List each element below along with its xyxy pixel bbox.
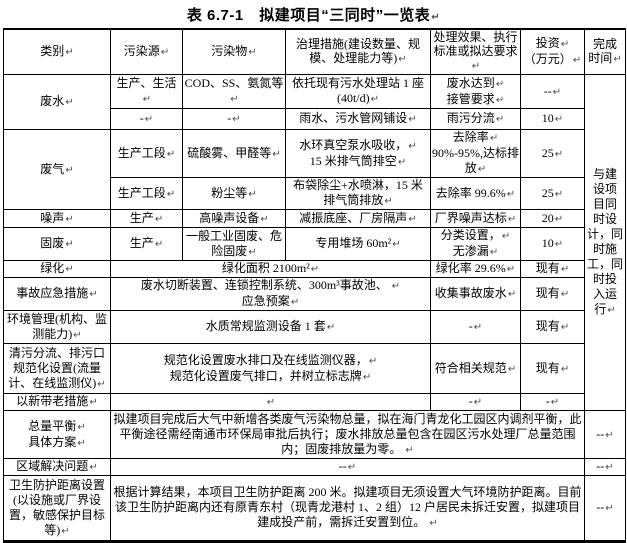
row-solidwaste: 固废↵ 生产↵ 一般工业固废、危险固废↵ 专用堆场 60m²↵ 分类设置，↵ 无渗… [3,227,626,261]
cell-regional-completion: --↵ [584,458,626,476]
cell-newwithold-measure: ↵ [110,393,431,411]
cell-wastewater2-investment: 10↵ [520,108,585,130]
cell-totalbalance-content: 拟建项目完成后大气中新增各类废气污染物总量，拟在海门青龙化工园区内调剂平衡，此平… [110,410,585,459]
document-page: 表 6.7-1 拟建项目“三同时”一览表↵ 类别↵ 污染源↵ 污染物↵ 治理措施… [3,7,626,543]
cell-wastewater2-effect: 雨污分流↵ [430,108,521,130]
cell-outlet-label: 清污分流、排污口规范化设置(流量计、在线监测仪)↵ [3,343,111,394]
cell-envmgmt-effect: -↵ [430,310,521,344]
cell-greening-measure: 绿化面积 2100m²↵ [110,260,431,278]
cell-greening-investment: 现有↵ [520,260,585,278]
cell-greening-label: 绿化↵ [3,260,111,278]
cell-outlet-measure: 规范化设置废水排口及在线监测仪器，↵ 规范化设置废气排口，并树立标志牌↵ [110,343,431,394]
cell-wastewater1-pollutant: COD、SS、氨氮等↵ [182,74,286,109]
row-outlet-standard: 清污分流、排污口规范化设置(流量计、在线监测仪)↵ 规范化设置废水排口及在线监测… [3,343,626,394]
cell-wastegas1-investment: 25↵ [520,129,585,178]
cell-newwithold-effect: -↵ [430,393,521,411]
cell-wastegas2-pollutant: 粉尘等↵ [182,177,286,210]
cell-noise-measure: 减振底座、厂房隔声↵ [285,209,431,228]
th-pollutants: 污染物↵ [182,28,286,75]
row-env-management: 环境管理(机构、监测能力)↵ 水质常规监测设备 1 套↵ -↵ 现有↵ [3,310,626,344]
table-title: 表 6.7-1 拟建项目“三同时”一览表↵ [186,7,441,24]
row-noise: 噪声↵ 生产↵ 高噪声设备↵ 减振底座、厂房隔声↵ 厂界噪声达标↵ 20↵ [3,209,626,228]
cell-envmgmt-measure: 水质常规监测设备 1 套↵ [110,310,431,344]
cell-noise-source: 生产↵ [110,209,183,228]
cell-solidwaste-label: 固废↵ [3,227,111,261]
row-wastegas-2: 生产工段↵ 粉尘等↵ 布袋除尘+水喷淋，15 米排气筒排放↵ 去除率 99.6%… [4,177,626,210]
cell-wastewater1-investment: --↵ [520,74,585,109]
cell-newwithold-investment: -↵ [520,393,585,411]
th-category: 类别↵ [3,28,111,75]
cell-emergency-measure: 废水切断装置、连锁控制系统、300m³事故池、 ↵ 应急预案↵ [110,277,431,311]
cell-wastewater1-effect: 废水达到↵ 接管要求↵ [430,74,521,109]
row-wastewater-2: -↵ -↵ 雨水、污水管网铺设↵ 雨污分流↵ 10↵ [4,108,626,130]
cell-wastegas2-source: 生产工段↵ [110,177,183,210]
cell-wastegas1-effect: 去除率↵ 90%-95%,达标排放↵ [430,129,521,178]
cell-solidwaste-effect: 分类设置，↵ 无渗漏↵ [430,227,521,261]
cell-wastegas1-pollutant: 硫酸雾、甲醛等↵ [182,129,286,178]
cell-wastegas-label: 废气↵ [3,129,111,210]
row-greening: 绿化↵ 绿化面积 2100m²↵ 绿化率 29.6%↵ 现有↵ [3,260,626,278]
cell-completion-schedule: 与建 设项 目同 时设 计，同 时施 工，同 时投 入运 行↵ [584,74,626,411]
cell-sanitary-content: 根据计算结果，本项目卫生防护距离 200 米。拟建项目无须设置大气环境防护距离。… [110,475,585,542]
cell-totalbalance-label: 总量平衡↵ 具体方案↵ [3,410,111,459]
row-wastewater-1: 废水↵ 生产、生活↵ COD、SS、氨氮等↵ 依托现有污水处理站 1 座 (40t… [3,74,626,411]
th-investment: 投资↵ （万元）↵ [520,28,585,75]
cell-envmgmt-investment: 现有↵ [520,310,585,344]
cell-regional-content: --↵ [110,458,585,476]
three-simultaneity-table: 类别↵ 污染源↵ 污染物↵ 治理措施(建设数量、规模、处理能力等)↵ 处理效果、… [3,28,626,543]
cell-sanitary-label: 卫生防护距离设置(以设施或厂界设置，敏感保护目标等)↵ [3,475,111,542]
cell-noise-effect: 厂界噪声达标↵ [430,209,521,228]
cell-solidwaste-source: 生产↵ [110,227,183,261]
cell-wastegas2-effect: 去除率 99.6%↵ [430,177,521,210]
row-new-with-old: 以新带老措施↵ ↵ -↵ -↵ [3,393,626,411]
cell-solidwaste-measure: 专用堆场 60m²↵ [285,227,431,261]
th-pollution-source: 污染源↵ [110,28,183,75]
cell-outlet-investment: 现有↵ [520,343,585,394]
cell-wastegas1-source: 生产工段↵ [110,129,183,178]
cell-totalbalance-completion: --↵ [584,410,626,459]
cell-envmgmt-label: 环境管理(机构、监测能力)↵ [3,310,111,344]
cell-newwithold-label: 以新带老措施↵ [3,393,111,411]
row-emergency: 事故应急措施↵ 废水切断装置、连锁控制系统、300m³事故池、 ↵ 应急预案↵ 收… [3,277,626,311]
header-row: 类别↵ 污染源↵ 污染物↵ 治理措施(建设数量、规模、处理能力等)↵ 处理效果、… [3,28,626,75]
cell-wastegas2-measure: 布袋除尘+水喷淋，15 米排气筒排放↵ [285,177,431,210]
cell-noise-investment: 20↵ [520,209,585,228]
cell-wastewater1-measure: 依托现有污水处理站 1 座 (40t/d)↵ [285,74,431,109]
cell-regional-label: 区域解决问题↵ [3,458,111,476]
cell-noise-label: 噪声↵ [3,209,111,228]
th-treatment-effect: 处理效果、执行标准或拟达要求↵ [430,28,521,75]
cell-sanitary-completion: --↵ [584,475,626,542]
cell-wastewater1-source: 生产、生活↵ [110,74,183,109]
cell-solidwaste-investment: 10↵ [520,227,585,261]
th-treatment-measures: 治理措施(建设数量、规模、处理能力等)↵ [285,28,431,75]
cell-emergency-label: 事故应急措施↵ [3,277,111,311]
cell-wastewater-label: 废水↵ [3,74,111,130]
row-sanitary-distance: 卫生防护距离设置(以设施或厂界设置，敏感保护目标等)↵ 根据计算结果，本项目卫生… [3,475,626,542]
cell-emergency-effect: 收集事故废水↵ [430,277,521,311]
row-regional-issues: 区域解决问题↵ --↵ --↵ [3,458,626,476]
cell-wastewater2-source: -↵ [110,108,183,130]
cell-outlet-effect: 符合相关规范↵ [430,343,521,394]
cell-wastegas2-investment: 25↵ [520,177,585,210]
row-total-balance: 总量平衡↵ 具体方案↵ 拟建项目完成后大气中新增各类废气污染物总量，拟在海门青龙化… [3,410,626,459]
row-wastegas-1: 废气↵ 生产工段↵ 硫酸雾、甲醛等↵ 水环真空泵水吸收，↵ 15 米排气筒排空↵ … [3,129,626,210]
cell-emergency-investment: 现有↵ [520,277,585,311]
cell-solidwaste-pollutant: 一般工业固废、危险固废↵ [182,227,286,261]
cell-wastewater2-pollutant: -↵ [182,108,286,130]
cell-wastegas1-measure: 水环真空泵水吸收，↵ 15 米排气筒排空↵ [285,129,431,178]
cell-noise-pollutant: 高噪声设备↵ [182,209,286,228]
cell-wastewater2-measure: 雨水、污水管网铺设↵ [285,108,431,130]
cell-greening-effect: 绿化率 29.6%↵ [430,260,521,278]
th-completion-time: 完成 时间↵ [584,28,626,75]
